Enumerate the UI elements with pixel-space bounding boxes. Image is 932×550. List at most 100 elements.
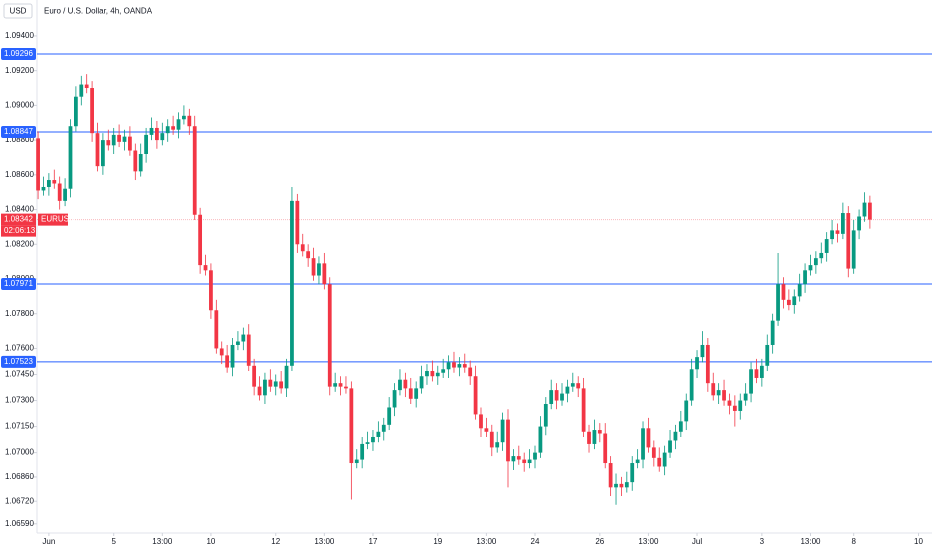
- candle-body: [727, 400, 732, 406]
- candle-body: [144, 134, 148, 154]
- candle-body: [840, 213, 845, 234]
- candle-body: [133, 150, 138, 172]
- y-tick-label: 1.07300: [5, 396, 34, 405]
- candle-body: [273, 381, 278, 387]
- candle-body: [786, 299, 791, 306]
- candle-body: [716, 390, 721, 396]
- candle-body: [819, 252, 824, 259]
- candle-body: [489, 431, 494, 448]
- level-label: 1.07971: [4, 279, 33, 288]
- candle-body: [149, 127, 154, 135]
- y-tick-label: 1.07000: [5, 448, 34, 457]
- candle-body: [662, 452, 667, 467]
- candle-body: [533, 452, 537, 460]
- candle-body: [95, 133, 100, 167]
- candle-body: [468, 367, 473, 377]
- candle-body: [160, 133, 165, 141]
- countdown-box: [1, 225, 36, 237]
- candle-body: [36, 138, 40, 191]
- candle-body: [165, 126, 170, 134]
- y-tick-label: 1.07800: [5, 309, 34, 318]
- candle-body: [90, 88, 94, 134]
- candle-body: [516, 456, 521, 460]
- candle-body: [182, 115, 186, 120]
- candle-body: [554, 390, 559, 401]
- candle-body: [446, 362, 451, 370]
- candle-body: [117, 134, 121, 142]
- candle-body: [41, 186, 46, 191]
- candle-body: [122, 136, 127, 142]
- candle-body: [603, 433, 608, 464]
- candle-body: [824, 239, 829, 253]
- candle-body: [225, 355, 230, 368]
- currency-box[interactable]: [3, 3, 33, 19]
- candle-body: [522, 459, 527, 464]
- candle-body: [749, 369, 753, 394]
- candle-body: [592, 430, 597, 444]
- candle-body: [705, 344, 710, 384]
- x-tick-label: 19: [433, 537, 442, 546]
- candle-body: [576, 383, 581, 389]
- candle-body: [376, 431, 381, 437]
- candle-body: [73, 96, 78, 127]
- candle-body: [511, 456, 516, 462]
- x-tick-label: Jul: [692, 537, 702, 546]
- candle-body: [198, 214, 203, 266]
- candle-body: [214, 310, 219, 349]
- candle-body: [111, 134, 116, 146]
- y-tick-label: 1.09200: [5, 66, 34, 75]
- y-tick-label: 1.06860: [5, 472, 34, 481]
- candle-body: [608, 463, 613, 488]
- currency: USD: [10, 7, 27, 16]
- candle-body: [781, 284, 786, 300]
- candle-body: [581, 388, 586, 432]
- candle-body: [246, 334, 251, 366]
- candle-body: [192, 126, 197, 215]
- candle-body: [403, 379, 408, 389]
- candle-body: [614, 483, 618, 488]
- x-tick-label: Jun: [42, 537, 55, 546]
- x-tick-label: 26: [595, 537, 604, 546]
- candle-body: [263, 379, 267, 396]
- y-tick-label: 1.09000: [5, 100, 34, 109]
- candle-body: [743, 393, 748, 401]
- x-tick-label: 13:00: [314, 537, 335, 546]
- candle-body: [792, 296, 797, 306]
- candle-body: [84, 84, 89, 89]
- candle-body: [101, 140, 105, 167]
- candle-body: [484, 428, 489, 432]
- candle-body: [684, 400, 689, 422]
- candle-body: [759, 365, 764, 378]
- candle-body: [333, 383, 338, 387]
- candle-body: [527, 459, 532, 464]
- candle-body: [171, 126, 176, 130]
- candle-body: [435, 372, 440, 377]
- candle-body: [808, 265, 813, 271]
- candle-body: [365, 442, 370, 444]
- candle-body: [381, 424, 386, 432]
- candle-body: [360, 443, 365, 460]
- overlay: USD Euro / U.S. Dollar, 4h, OANDA 1.0929…: [1, 3, 153, 368]
- candle-body: [128, 136, 132, 151]
- x-tick-label: 13:00: [638, 537, 659, 546]
- candle-body: [678, 421, 683, 432]
- x-tick-label: 17: [369, 537, 378, 546]
- countdown: 02:06:13: [4, 226, 36, 235]
- candle-body: [354, 459, 359, 464]
- candle-body: [68, 126, 73, 189]
- y-tick-label: 1.07150: [5, 422, 34, 431]
- candle-body: [392, 390, 397, 408]
- candle-body: [862, 202, 867, 217]
- x-tick-label: 3: [760, 537, 765, 546]
- candle-body: [479, 414, 483, 429]
- candle-body: [597, 430, 602, 434]
- candle-body: [673, 431, 678, 441]
- symbol-label: EURUSD: [41, 215, 75, 224]
- candle-body: [230, 344, 235, 368]
- candle-body: [835, 230, 840, 234]
- y-tick-label: 1.06590: [5, 519, 34, 528]
- candle-body: [414, 388, 419, 399]
- candle-body: [252, 365, 257, 387]
- level-label-box: [1, 125, 36, 138]
- y-tick-label: 1.08800: [5, 135, 34, 144]
